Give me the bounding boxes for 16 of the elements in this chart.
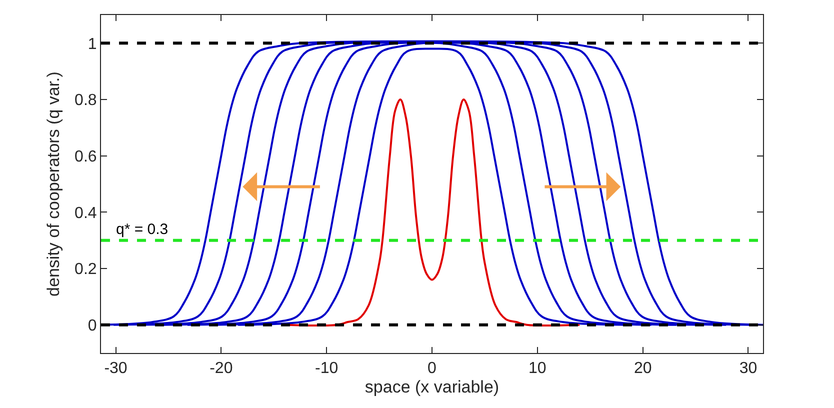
y-tick-label: 1: [88, 36, 97, 53]
ref-line-label: q* = 0.3: [116, 221, 168, 238]
y-tick-label: 0.8: [74, 92, 97, 110]
x-tick-label: 30: [739, 360, 758, 378]
y-tick-label: 0: [88, 317, 97, 334]
y-axis-title: density of cooperators (q var.): [44, 72, 64, 296]
x-axis-title: space (x variable): [364, 378, 500, 397]
x-tick-label: -30: [104, 360, 128, 378]
x-tick-label: -20: [210, 360, 233, 378]
y-tick-label: 0.4: [74, 204, 97, 222]
x-tick-label: 20: [634, 360, 652, 378]
x-tick-label: 0: [428, 360, 437, 378]
x-tick-label: -10: [315, 360, 338, 378]
y-tick-label: 0.2: [74, 261, 97, 278]
y-tick-label: 0.6: [74, 148, 97, 166]
x-tick-label: 10: [528, 360, 546, 378]
